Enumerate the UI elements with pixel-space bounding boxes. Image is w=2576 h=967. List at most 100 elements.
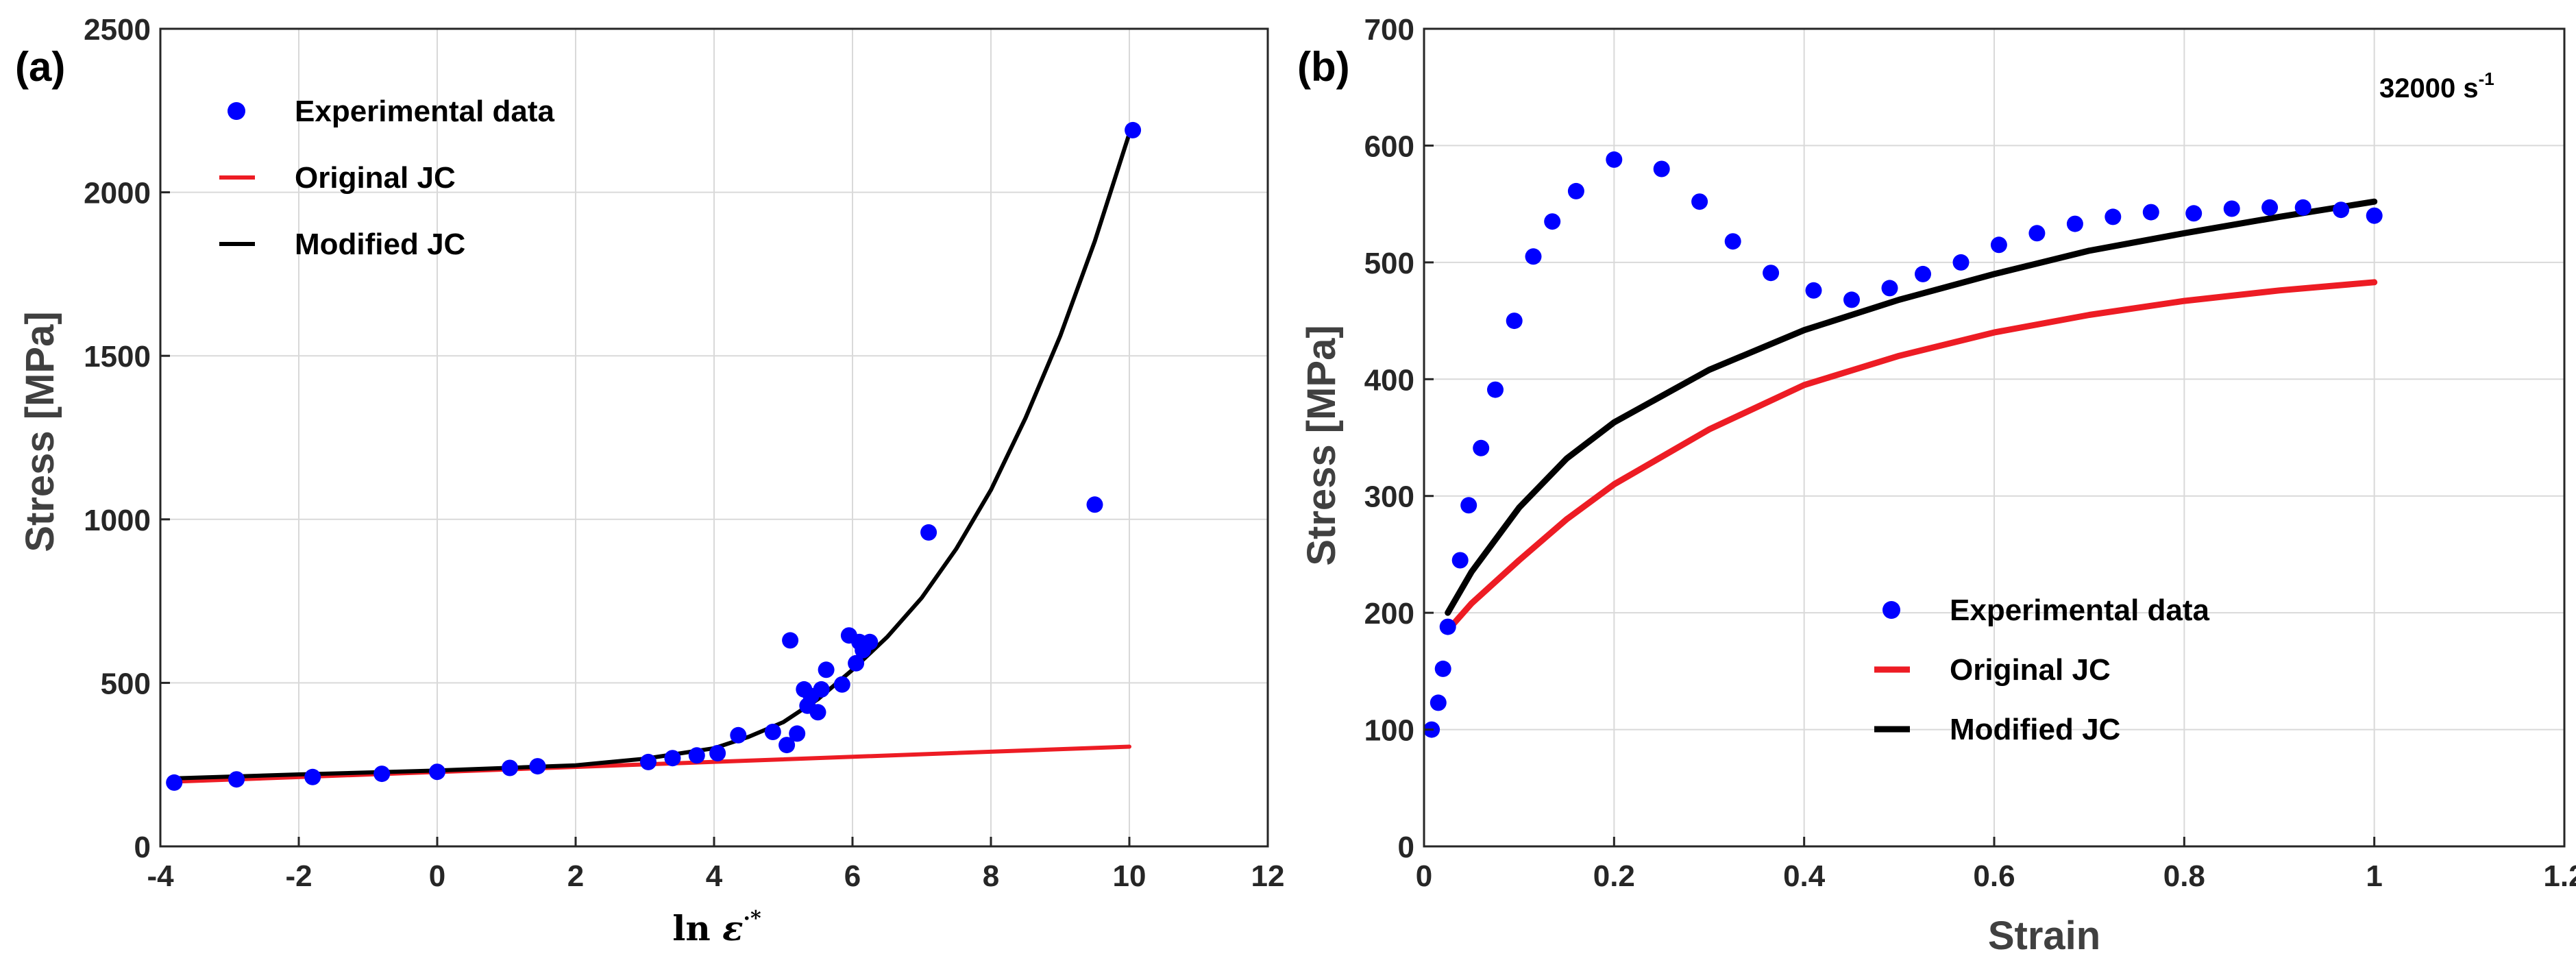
panel-b-ytick-label: 200 [1364,597,1414,631]
panel-a-experimental-point [640,753,657,770]
panel-a-ytick-label: 1500 [84,340,151,374]
panel-b-experimental-point [1881,280,1898,297]
panel-a-experimental-point [529,758,546,775]
panel-b-ytick-label: 100 [1364,714,1414,748]
panel-b-experimental-point [1460,497,1477,514]
panel-a-experimental-point [813,681,830,698]
panel-a-experimental-point [809,704,826,721]
panel-a-experimental-point [664,750,681,767]
panel-b-experimental-point [1990,236,2007,254]
panel-b-legend-label: Modified JC [1950,713,2120,746]
panel-b-experimental-point [1763,265,1780,282]
panel-b-experimental-point [1439,618,1456,635]
panel-a-ytick-label: 500 [101,667,151,700]
panel-a-ytick-label: 2500 [84,13,151,47]
panel-b-experimental-point [2066,215,2083,232]
panel-a-xtick-label: -2 [285,859,312,893]
panel-a-ytick-label: 0 [134,831,151,864]
panel-b-xtick-label: 0.4 [1783,859,1826,893]
panel-a-xlabel-symbol: ε [722,908,743,948]
panel-a-xtick-label: -4 [147,859,174,893]
panel-b-original-jc-curve [1445,279,2378,634]
panel-b-ylabel: Stress [MPa] [1299,325,1344,565]
panel-a-legend-marker [228,102,245,120]
panel-a-xlabel-sup: ·* [744,907,761,931]
panel-a-experimental-point [861,633,879,650]
panel-b-xtick-label: 1.2 [2543,859,2576,893]
panel-a-legend-label: Modified JC [295,228,465,261]
panel-b-experimental-point [2333,201,2350,219]
panel-a-experimental-point [833,676,850,693]
panel-b-experimental-point [2366,207,2383,224]
panel-a-experimental-point [730,726,747,744]
panel-a-xtick-label: 10 [1113,859,1146,893]
panel-b-legend-marker [1882,601,1900,619]
panel-b-label: (b) [1297,44,1350,90]
panel-a-experimental-point [848,654,865,672]
panel-a-experimental-point [789,725,806,742]
panel-a-xtick-label: 6 [844,859,861,893]
panel-b-experimental-point [1430,694,1447,711]
panel-a-xlabel: ln ε·* [672,907,761,948]
panel-a-markers [166,121,1142,791]
panel-a-ytick-label: 1000 [84,504,151,537]
panel-b-legend-label: Experimental data [1950,593,2210,627]
panel-a-experimental-point [764,724,781,740]
panel-b-experimental-point [1843,291,1860,308]
panel-b-experimental-point [2142,204,2159,221]
panel-b-experimental-point [1606,151,1623,168]
panel-b-xtick-label: 1 [2366,859,2382,893]
panel-a-grid [160,28,1268,847]
panel-b-experimental-point [1653,160,1670,178]
panel-a-experimental-point [818,661,835,678]
panel-a-experimental-point [502,759,518,776]
panel-a-label: (a) [15,44,65,90]
panel-b-experimental-point [2223,200,2240,217]
panel-b-experimental-point [1691,193,1708,210]
panel-b-experimental-point [1487,381,1504,398]
panel-b-experimental-point [1451,552,1469,569]
panel-a-legend: Experimental data Original JC Modified JC [219,95,555,261]
panel-b-experimental-point [1434,660,1451,677]
panel-b-experimental-point [2261,199,2279,216]
panel-b-experimental-point [2105,208,2122,225]
panel-b-chart: 00.20.40.60.811.20100200300400500600700 … [1297,13,2576,958]
panel-b-experimental-point [2294,199,2311,216]
panel-a-experimental-point [1125,121,1142,138]
panel-b-ytick-label: 0 [1398,831,1414,864]
panel-b-xtick-label: 0.6 [1973,859,2015,893]
panel-b-experimental-point [1525,248,1542,265]
panel-a-xtick-label: 8 [983,859,999,893]
panel-a-legend-label: Original JC [295,161,456,195]
panel-a-ylabel: Stress [MPa] [18,311,62,552]
panel-b-ytick-label: 300 [1364,480,1414,514]
panel-a-experimental-point [920,524,937,541]
panel-b-experimental-point [2028,225,2046,242]
panel-b-experimental-point [1567,182,1584,199]
panel-b-ticks: 0 0.2 0.4 0.6 0.8 1 1.2 0 100 200 300 400 500 600 700 [1364,13,2576,893]
panel-b-ytick-label: 400 [1364,363,1414,397]
panel-a-xtick-label: 2 [567,859,584,893]
panel-b-ytick-label: 500 [1364,247,1414,280]
panel-b-experimental-point [1544,213,1561,230]
panel-a-experimental-point [778,737,796,754]
panel-b-ytick-label: 700 [1364,13,1414,47]
panel-b-experimental-point [1952,254,1970,271]
panel-a-experimental-point [429,763,445,781]
panel-b-modified-jc-curve [1445,198,2378,616]
strain-rate-value: 32000 s [2379,73,2479,103]
panel-b-xtick-label: 0 [1416,859,1432,893]
panel-b-legend-label: Original JC [1950,653,2111,687]
panel-b-experimental-point [1805,282,1822,299]
panel-b-experimental-point [1915,265,1931,282]
panel-b-xtick-label: 0.8 [2163,859,2205,893]
panel-a-experimental-point [373,766,391,783]
strain-rate-annotation: 32000 s-1 [2379,69,2494,103]
panel-a-experimental-point [304,768,321,785]
panel-a-experimental-point [166,774,183,791]
panel-a-xtick-label: 0 [429,859,445,893]
panel-b-curves [1445,198,2378,634]
panel-b-xlabel: Strain [1988,914,2100,958]
panel-b-experimental-point [1506,313,1523,330]
